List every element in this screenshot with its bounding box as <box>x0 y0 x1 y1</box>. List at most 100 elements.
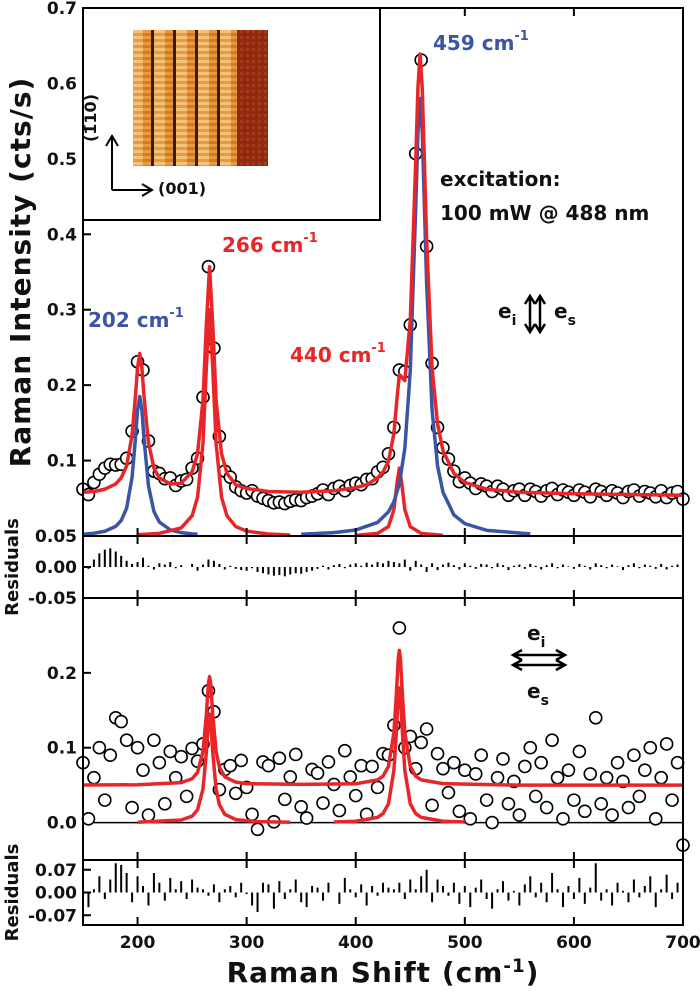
polarization-subscript: i <box>541 635 546 651</box>
polarization-subscript: i <box>512 313 517 329</box>
x-tick-label: 300 <box>229 933 265 953</box>
polarization-arrows <box>523 293 547 335</box>
fit-curve <box>137 712 291 825</box>
data-point <box>659 737 674 751</box>
data-point <box>114 714 128 729</box>
annotation: excitation: <box>440 167 561 191</box>
data-point <box>245 807 259 822</box>
polarization-arrows <box>510 648 568 672</box>
data-point <box>250 822 265 837</box>
data-point <box>332 803 347 818</box>
data-point <box>365 759 379 774</box>
annotation-text: excitation: <box>440 167 561 191</box>
data-point <box>556 812 570 826</box>
data-point <box>392 621 407 635</box>
data-point <box>316 796 330 810</box>
data-point <box>479 793 494 807</box>
data-point <box>638 763 652 777</box>
polarization-letter: e <box>527 621 541 645</box>
data-point <box>490 770 505 785</box>
annotation: 100 mW @ 488 nm <box>440 201 649 225</box>
x-tick-label: 700 <box>665 933 700 953</box>
x-tick-label: 500 <box>447 933 483 953</box>
data-point <box>419 722 434 736</box>
annotation-sup: -1 <box>169 306 183 321</box>
y-axis-label: Residuals <box>2 518 23 616</box>
data-point <box>545 733 559 748</box>
data-point <box>501 797 516 811</box>
annotation-text: 202 cm <box>88 308 169 332</box>
y-tick-label: 0.3 <box>47 301 77 321</box>
data-point <box>561 763 576 777</box>
y-tick-label: 0.2 <box>47 376 77 396</box>
data-point <box>152 755 167 770</box>
data-point <box>610 755 625 770</box>
polarization-letter: e <box>498 299 512 323</box>
y-tick-label: 0.00 <box>35 558 77 578</box>
data-point <box>654 770 668 785</box>
y-tick-label: 0.1 <box>47 452 77 472</box>
polarization-subscript: s <box>568 313 576 329</box>
annotation-sup: -1 <box>371 341 385 356</box>
y-tick-label: 0.6 <box>47 74 77 94</box>
data-point <box>518 759 532 774</box>
data-point <box>299 811 314 825</box>
x-axis-label: Raman Shift (cm-1) <box>227 956 540 989</box>
y-tick-label: 0.7 <box>47 0 77 19</box>
data-point <box>599 770 614 785</box>
data-point <box>670 755 685 770</box>
fit-curve <box>82 648 683 787</box>
polarization-label: ei <box>527 621 545 651</box>
y-tick-label: 0.1 <box>47 739 77 759</box>
data-point <box>370 780 385 795</box>
x-tick-label: 600 <box>556 933 592 953</box>
data-point <box>496 752 510 766</box>
data-point <box>627 748 641 763</box>
data-point <box>594 797 608 811</box>
y-tick-label: 0.07 <box>35 861 77 881</box>
data-point <box>348 788 363 803</box>
axis-direction: (001) <box>158 179 206 198</box>
data-point <box>665 793 679 807</box>
data-point <box>179 789 194 804</box>
fit-curve <box>301 96 531 536</box>
fit-curve <box>333 686 465 824</box>
polarization-label: ei <box>498 299 516 329</box>
y-tick-label: -0.05 <box>28 589 77 609</box>
y-tick-label: 0.5 <box>47 150 77 170</box>
annotation: 440 cm-1 <box>290 341 386 367</box>
fit-curve <box>82 52 684 498</box>
x-axis-label-tail: ) <box>526 956 540 989</box>
data-point <box>578 804 592 819</box>
data-point <box>430 746 445 761</box>
data-point <box>648 812 663 826</box>
data-point <box>463 812 478 826</box>
data-point <box>441 785 456 800</box>
inset: (1̄10) (001) <box>81 7 381 221</box>
data-point <box>447 755 461 770</box>
data-point <box>567 793 581 807</box>
data-point <box>228 786 243 801</box>
data-point <box>583 767 598 781</box>
data-point <box>588 710 603 725</box>
data-point <box>130 740 145 755</box>
data-point <box>158 797 172 811</box>
data-point <box>425 798 439 813</box>
data-point <box>234 753 248 768</box>
y-tick-label: 0.2 <box>47 664 77 684</box>
data-point <box>539 800 554 815</box>
data-point <box>136 763 150 777</box>
data-point <box>643 740 658 755</box>
data-point <box>103 748 118 763</box>
x-tick-label: 400 <box>338 933 374 953</box>
data-point <box>283 770 298 784</box>
data-point <box>98 793 112 807</box>
y-axis-label: Raman Intensity (cts/s) <box>4 77 37 468</box>
annotation-sup: -1 <box>303 231 317 246</box>
stm-image <box>133 30 237 166</box>
data-point <box>523 740 538 755</box>
data-point <box>81 812 96 826</box>
annotation: 266 cm-1 <box>222 231 318 257</box>
